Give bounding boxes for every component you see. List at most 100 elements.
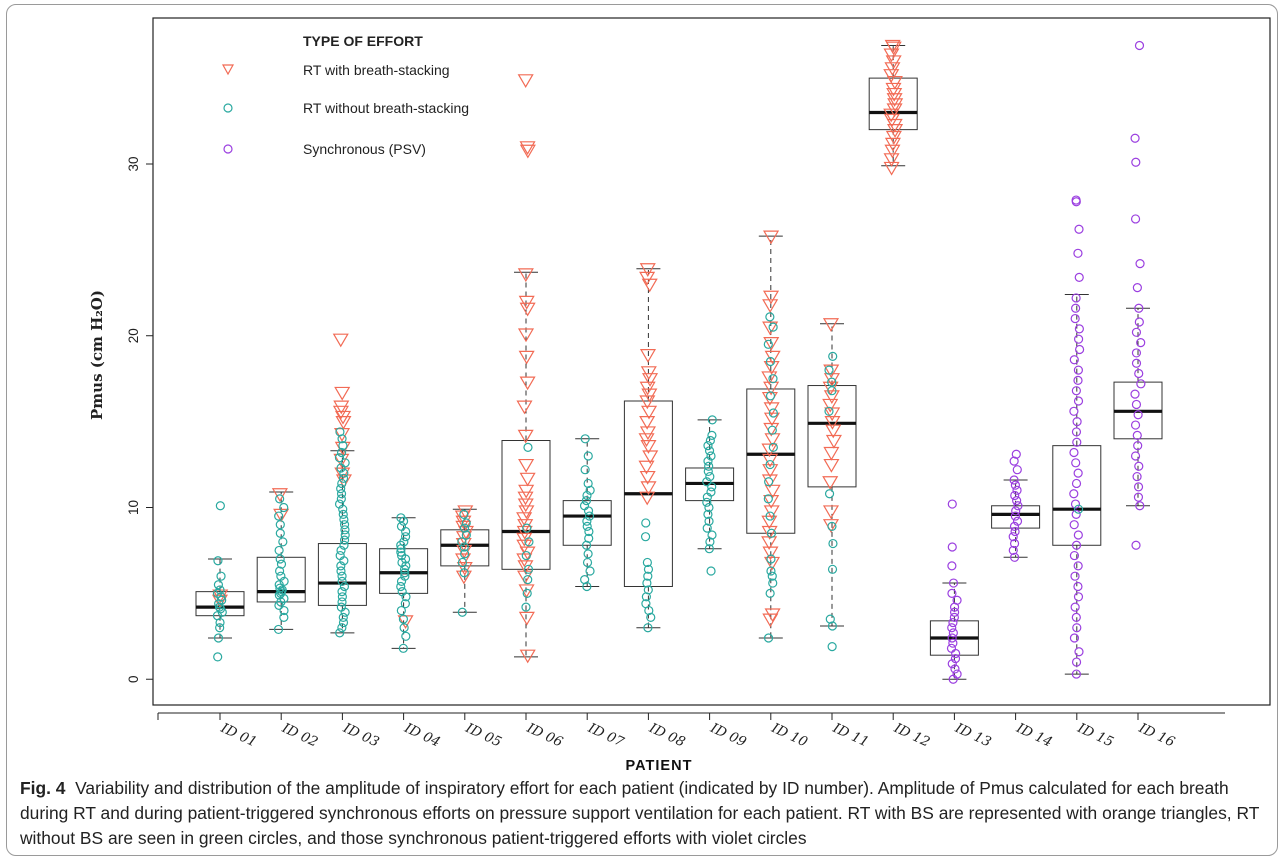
- point-rt-bs: [761, 443, 778, 458]
- point-rt-nobs: [400, 568, 410, 578]
- point-rt-nobs: [398, 614, 409, 624]
- y-tick-label: 20: [126, 328, 141, 343]
- point-psv: [1071, 669, 1081, 679]
- point-rt-nobs: [337, 478, 347, 489]
- point-rt-nobs: [213, 652, 223, 662]
- point-rt-nobs: [768, 374, 778, 384]
- box-id-10: [746, 235, 796, 639]
- point-psv: [948, 638, 958, 648]
- point-rt-bs: [883, 48, 900, 63]
- point-rt-nobs: [457, 557, 468, 568]
- point-psv: [952, 669, 962, 679]
- point-rt-bs: [519, 472, 536, 487]
- point-rt-nobs: [579, 501, 590, 511]
- point-rt-bs: [884, 39, 901, 54]
- point-psv: [947, 623, 957, 633]
- point-rt-nobs: [217, 595, 227, 605]
- point-rt-nobs: [703, 456, 713, 466]
- point-rt-bs: [639, 349, 657, 363]
- points-layer: [211, 39, 1146, 684]
- point-rt-bs: [516, 512, 533, 526]
- point-rt-bs: [885, 55, 902, 70]
- point-rt-nobs: [336, 545, 346, 556]
- point-rt-nobs: [646, 612, 656, 623]
- point-rt-nobs: [339, 581, 350, 592]
- point-rt-bs: [763, 337, 780, 351]
- x-tick-label: ID 09: [707, 720, 749, 751]
- figure-frame: [6, 4, 1278, 856]
- point-rt-bs: [762, 299, 779, 314]
- point-psv: [1073, 468, 1083, 478]
- point-psv: [1132, 430, 1142, 440]
- x-axis: ID 01 ID 02 ID 03 ID 04 ID 05 ID 06 ID 07 ID 08…: [157, 712, 1225, 751]
- point-psv: [951, 648, 961, 659]
- point-rt-nobs: [828, 351, 838, 361]
- point-psv: [1073, 530, 1083, 540]
- point-rt-bs: [761, 371, 778, 386]
- x-tick-label: ID 03: [340, 720, 382, 751]
- legend-marker-rt-nobs: [223, 103, 233, 113]
- point-rt-nobs: [397, 550, 407, 561]
- point-rt-bs: [518, 295, 535, 310]
- point-psv: [1133, 492, 1144, 502]
- point-psv: [1135, 501, 1145, 511]
- point-rt-bs: [639, 426, 657, 441]
- point-psv: [1013, 501, 1023, 511]
- point-psv: [1072, 623, 1082, 633]
- point-psv: [1071, 293, 1081, 303]
- point-rt-nobs: [399, 623, 409, 633]
- point-psv: [1130, 420, 1141, 430]
- x-tick-label: ID 10: [768, 720, 810, 751]
- x-axis-label: PATIENT: [626, 758, 693, 774]
- point-rt-nobs: [523, 564, 534, 574]
- point-rt-nobs: [400, 571, 410, 581]
- point-rt-nobs: [582, 490, 592, 501]
- point-rt-nobs: [336, 447, 347, 458]
- point-psv: [949, 607, 960, 617]
- point-psv: [1069, 447, 1079, 458]
- point-rt-bs: [333, 400, 350, 415]
- x-tick-label: ID 04: [401, 720, 443, 751]
- point-rt-nobs: [337, 597, 347, 607]
- point-psv: [1069, 355, 1079, 365]
- point-psv: [1069, 550, 1080, 561]
- point-psv: [1071, 478, 1082, 489]
- point-rt-nobs: [580, 434, 590, 444]
- point-rt-nobs: [702, 477, 712, 487]
- point-rt-nobs: [457, 607, 467, 617]
- point-rt-bs: [823, 458, 840, 473]
- box-id-12: [868, 44, 918, 167]
- point-rt-nobs: [523, 442, 533, 452]
- point-rt-bs: [886, 124, 904, 138]
- point-rt-nobs: [338, 473, 349, 483]
- point-rt-nobs: [763, 339, 773, 349]
- point-rt-bs: [825, 424, 842, 439]
- point-rt-nobs: [459, 509, 469, 519]
- point-psv: [1073, 375, 1083, 385]
- point-rt-nobs: [643, 585, 653, 595]
- point-psv: [948, 628, 958, 638]
- y-tick-label: 10: [126, 500, 141, 515]
- point-psv: [946, 643, 957, 653]
- point-rt-nobs: [459, 542, 469, 552]
- point-rt-nobs: [274, 566, 285, 576]
- point-rt-nobs: [396, 521, 407, 531]
- point-psv: [1134, 461, 1144, 471]
- point-psv: [1012, 485, 1022, 495]
- point-rt-nobs: [768, 408, 778, 418]
- point-rt-nobs: [457, 537, 467, 547]
- point-rt-nobs: [336, 483, 346, 494]
- point-rt-bs: [639, 381, 656, 396]
- point-psv: [1130, 214, 1141, 224]
- point-psv: [1071, 657, 1082, 667]
- point-psv: [1134, 317, 1144, 327]
- box-iqr: [501, 440, 551, 570]
- y-axis-label: Pmus (cm H₂O): [88, 290, 106, 420]
- point-rt-nobs: [275, 554, 285, 564]
- point-rt-nobs: [213, 633, 224, 643]
- point-rt-nobs: [213, 556, 223, 566]
- point-rt-nobs: [707, 482, 717, 492]
- point-rt-nobs: [766, 566, 776, 576]
- point-rt-nobs: [765, 511, 775, 521]
